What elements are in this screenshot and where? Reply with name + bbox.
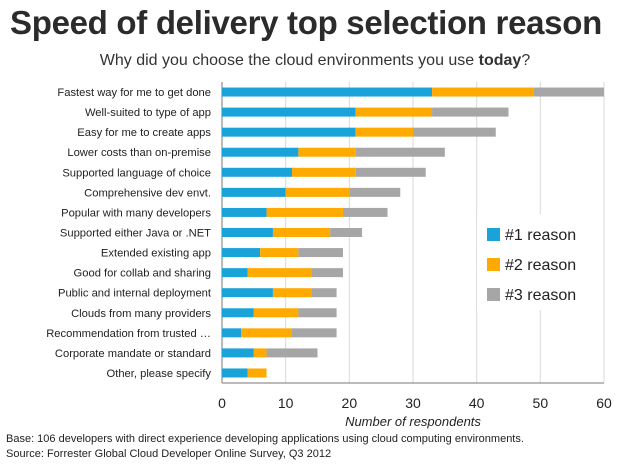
legend-label: #3 reason: [505, 287, 576, 304]
bar-segment-3: [533, 87, 604, 97]
bar-segment-2: [298, 147, 356, 157]
bar-segment-1: [222, 187, 286, 197]
x-tick-label: 60: [596, 395, 612, 411]
bar-segment-2: [355, 107, 433, 117]
legend-swatch: [487, 258, 500, 271]
category-label: Extended existing app: [101, 248, 211, 260]
bar-segment-3: [298, 308, 337, 318]
category-label: Supported language of choice: [62, 167, 211, 179]
subtitle-suffix: ?: [521, 52, 531, 69]
x-axis-title: Number of respondents: [345, 414, 481, 429]
category-label: Supported either Java or .NET: [60, 228, 211, 240]
bar-segment-2: [355, 127, 413, 137]
bar-segment-2: [272, 228, 331, 237]
bar-segment-1: [222, 107, 356, 117]
chart-subtitle: Why did you choose the cloud environment…: [0, 52, 630, 70]
category-label: Corporate mandate or standard: [55, 348, 211, 360]
bar-segment-2: [292, 167, 356, 177]
x-tick-label: 20: [342, 395, 358, 411]
category-label: Other, please specify: [107, 368, 212, 380]
bar-segment-1: [222, 167, 293, 177]
bar-segment-3: [355, 167, 426, 177]
category-label: Clouds from many providers: [71, 308, 211, 320]
bar-segment-3: [330, 228, 363, 237]
x-axis-ticks: 0 10 20 30 40 50 60: [218, 395, 612, 411]
category-label: Lower costs than on-premise: [67, 147, 211, 159]
subtitle-emphasis: today: [478, 52, 522, 69]
bar-segment-2: [253, 348, 267, 358]
bar-segment-3: [292, 328, 337, 338]
bar-segment-1: [222, 288, 273, 298]
page-title: Speed of delivery top selection reason: [10, 4, 602, 41]
footnote: Base: 106 developers with direct experie…: [6, 432, 626, 462]
legend-label: #2 reason: [505, 257, 576, 274]
bar-segment-1: [222, 248, 261, 258]
chart-bars: [222, 87, 604, 378]
bar-segment-3: [298, 248, 343, 258]
legend-swatch: [487, 228, 500, 241]
bar-segment-1: [222, 308, 254, 318]
x-tick-label: 40: [469, 395, 485, 411]
bar-segment-1: [222, 127, 356, 137]
bar-segment-1: [222, 328, 242, 338]
bar-segment-3: [311, 268, 343, 278]
x-tick-label: 10: [278, 395, 294, 411]
bar-segment-2: [247, 268, 312, 278]
bar-segment-3: [311, 288, 337, 298]
bar-segment-3: [266, 348, 318, 358]
category-label: Popular with many developers: [61, 207, 211, 219]
bar-segment-2: [241, 328, 293, 338]
x-tick-label: 30: [405, 395, 421, 411]
bar-segment-2: [272, 288, 312, 298]
bar-segment-3: [349, 187, 401, 197]
bar-segment-1: [222, 348, 254, 358]
bar-segment-3: [413, 127, 496, 137]
bar-segment-2: [260, 248, 299, 258]
bar-segment-3: [342, 207, 388, 217]
bar-segment-1: [222, 147, 299, 157]
bar-segment-1: [222, 228, 273, 237]
bar-segment-1: [222, 87, 433, 97]
chart-legend: #1 reason #2 reason #3 reason: [477, 214, 601, 310]
category-label: Good for collab and sharing: [74, 268, 211, 280]
bar-segment-3: [355, 147, 445, 157]
legend-swatch: [487, 288, 500, 301]
bar-segment-2: [432, 87, 534, 97]
x-tick-label: 0: [218, 395, 226, 411]
category-label: Well-suited to type of app: [85, 107, 211, 119]
category-label: Recommendation from trusted …: [46, 328, 211, 340]
footnote-source: Source: Forrester Global Cloud Developer…: [6, 448, 332, 460]
category-label: Fastest way for me to get done: [57, 87, 211, 99]
footnote-base: Base: 106 developers with direct experie…: [6, 433, 524, 445]
bar-segment-1: [222, 368, 248, 378]
bar-segment-2: [253, 308, 299, 318]
bar-segment-1: [222, 207, 267, 217]
bar-segment-2: [266, 207, 343, 217]
stacked-bar-chart: Fastest way for me to get done Well-suite…: [46, 82, 612, 429]
x-tick-label: 50: [533, 395, 549, 411]
legend-label: #1 reason: [505, 227, 576, 244]
category-label: Comprehensive dev envt.: [84, 187, 211, 199]
bar-segment-2: [285, 187, 350, 197]
subtitle-text: Why did you choose the cloud environment…: [99, 52, 479, 69]
category-label: Easy for me to create apps: [77, 127, 211, 139]
bar-segment-2: [247, 368, 267, 378]
bar-segment-3: [432, 107, 509, 117]
bar-segment-1: [222, 268, 248, 278]
category-labels: Fastest way for me to get done Well-suite…: [46, 87, 212, 380]
category-label: Public and internal deployment: [58, 288, 212, 300]
